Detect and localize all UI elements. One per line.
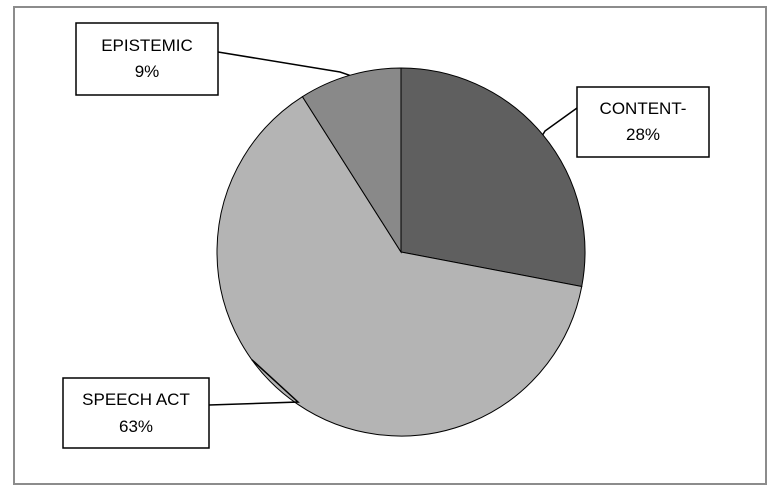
slice-epistemic — [301, 67, 402, 254]
label-content: CONTENT- 28% — [576, 86, 710, 158]
label-content-value: 28% — [626, 125, 660, 144]
label-speech-act-name: SPEECH ACT — [82, 390, 190, 409]
pie-slices — [216, 67, 586, 437]
label-epistemic-name: EPISTEMIC — [101, 36, 193, 55]
leader-lines — [208, 51, 578, 406]
leader-line-speech-act — [208, 359, 300, 406]
label-epistemic-value: 9% — [135, 62, 160, 81]
leader-line-epistemic — [217, 51, 350, 77]
leader-line-content — [542, 107, 578, 136]
label-speech-act: SPEECH ACT 63% — [62, 377, 210, 449]
label-content-name: CONTENT- — [600, 99, 687, 118]
slice-content — [400, 67, 586, 288]
label-speech-act-value: 63% — [119, 417, 153, 436]
slice-speech-act — [216, 95, 583, 437]
label-epistemic: EPISTEMIC 9% — [75, 22, 219, 96]
